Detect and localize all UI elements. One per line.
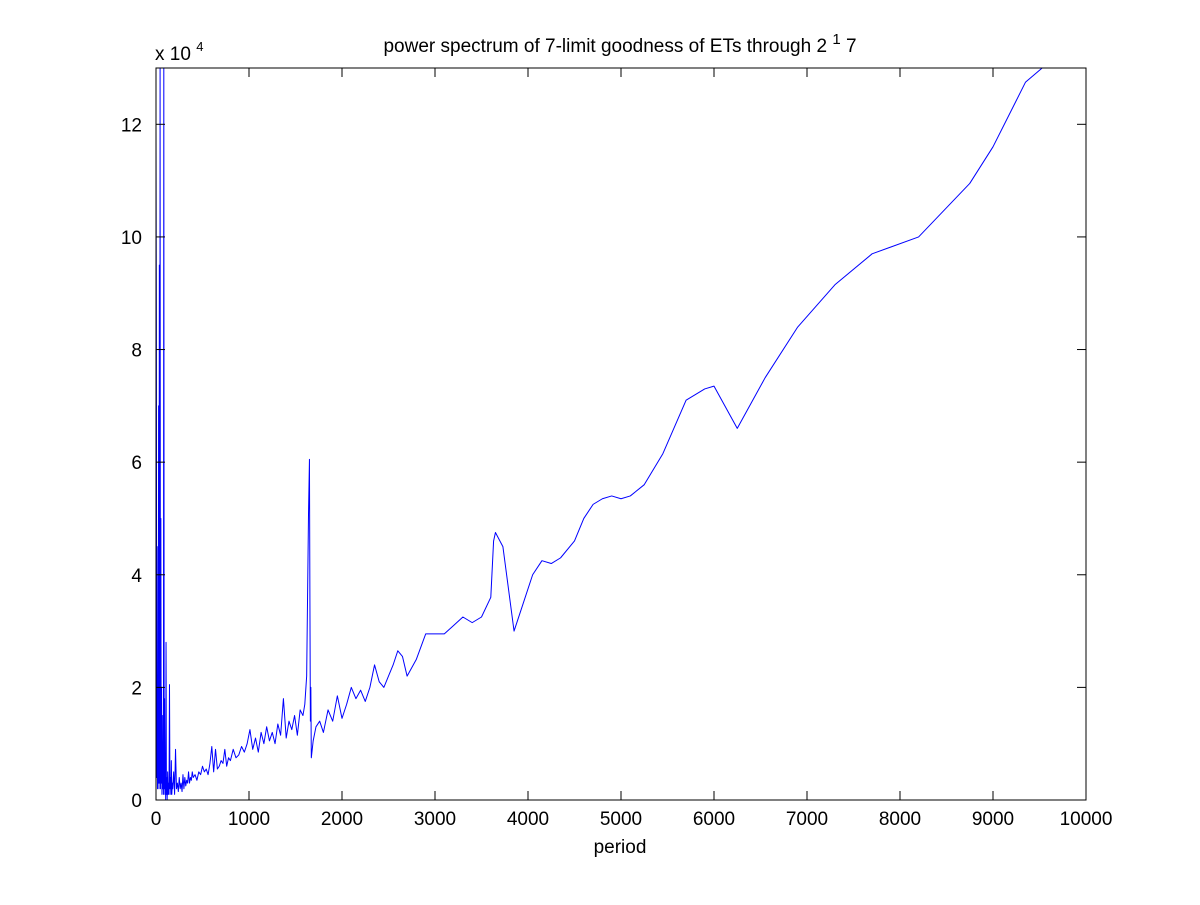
plot-area [156, 68, 1043, 800]
y-tick-label: 8 [131, 341, 142, 362]
y-tick-label: 6 [131, 453, 142, 474]
axes-background [156, 68, 1086, 800]
x-tick-label: 7000 [786, 809, 828, 830]
x-tick-label: 0 [151, 809, 162, 830]
x-tick-label: 10000 [1060, 809, 1113, 830]
axis-ticks: 0 1000 2000 3000 4000 5000 6000 7000 8000 9000 100… [121, 68, 1113, 830]
x-tick-label: 5000 [600, 809, 642, 830]
y-tick-label: 10 [121, 228, 142, 249]
y-tick-label: 12 [121, 115, 142, 136]
y-tick-label: 0 [131, 791, 142, 812]
x-tick-label: 1000 [228, 809, 270, 830]
chart-title-superscript: 1 [832, 31, 840, 48]
y-multiplier: x 10 4 [155, 39, 203, 65]
x-axis-label: period [594, 837, 647, 858]
series-line [156, 68, 1043, 800]
y-tick-label: 2 [131, 678, 142, 699]
y-multiplier-exponent: 4 [196, 39, 203, 54]
chart-title-tail: 7 [846, 36, 857, 57]
x-tick-label: 9000 [972, 809, 1014, 830]
x-tick-label: 2000 [321, 809, 363, 830]
x-tick-label: 8000 [879, 809, 921, 830]
x-tick-label: 4000 [507, 809, 549, 830]
y-tick-label: 4 [131, 566, 142, 587]
x-tick-label: 3000 [414, 809, 456, 830]
chart-title: power spectrum of 7-limit goodness of ET… [383, 28, 856, 57]
x-tick-label: 6000 [693, 809, 735, 830]
chart-title-main: power spectrum of 7-limit goodness of ET… [383, 36, 827, 57]
y-multiplier-base: x 10 [155, 44, 191, 65]
